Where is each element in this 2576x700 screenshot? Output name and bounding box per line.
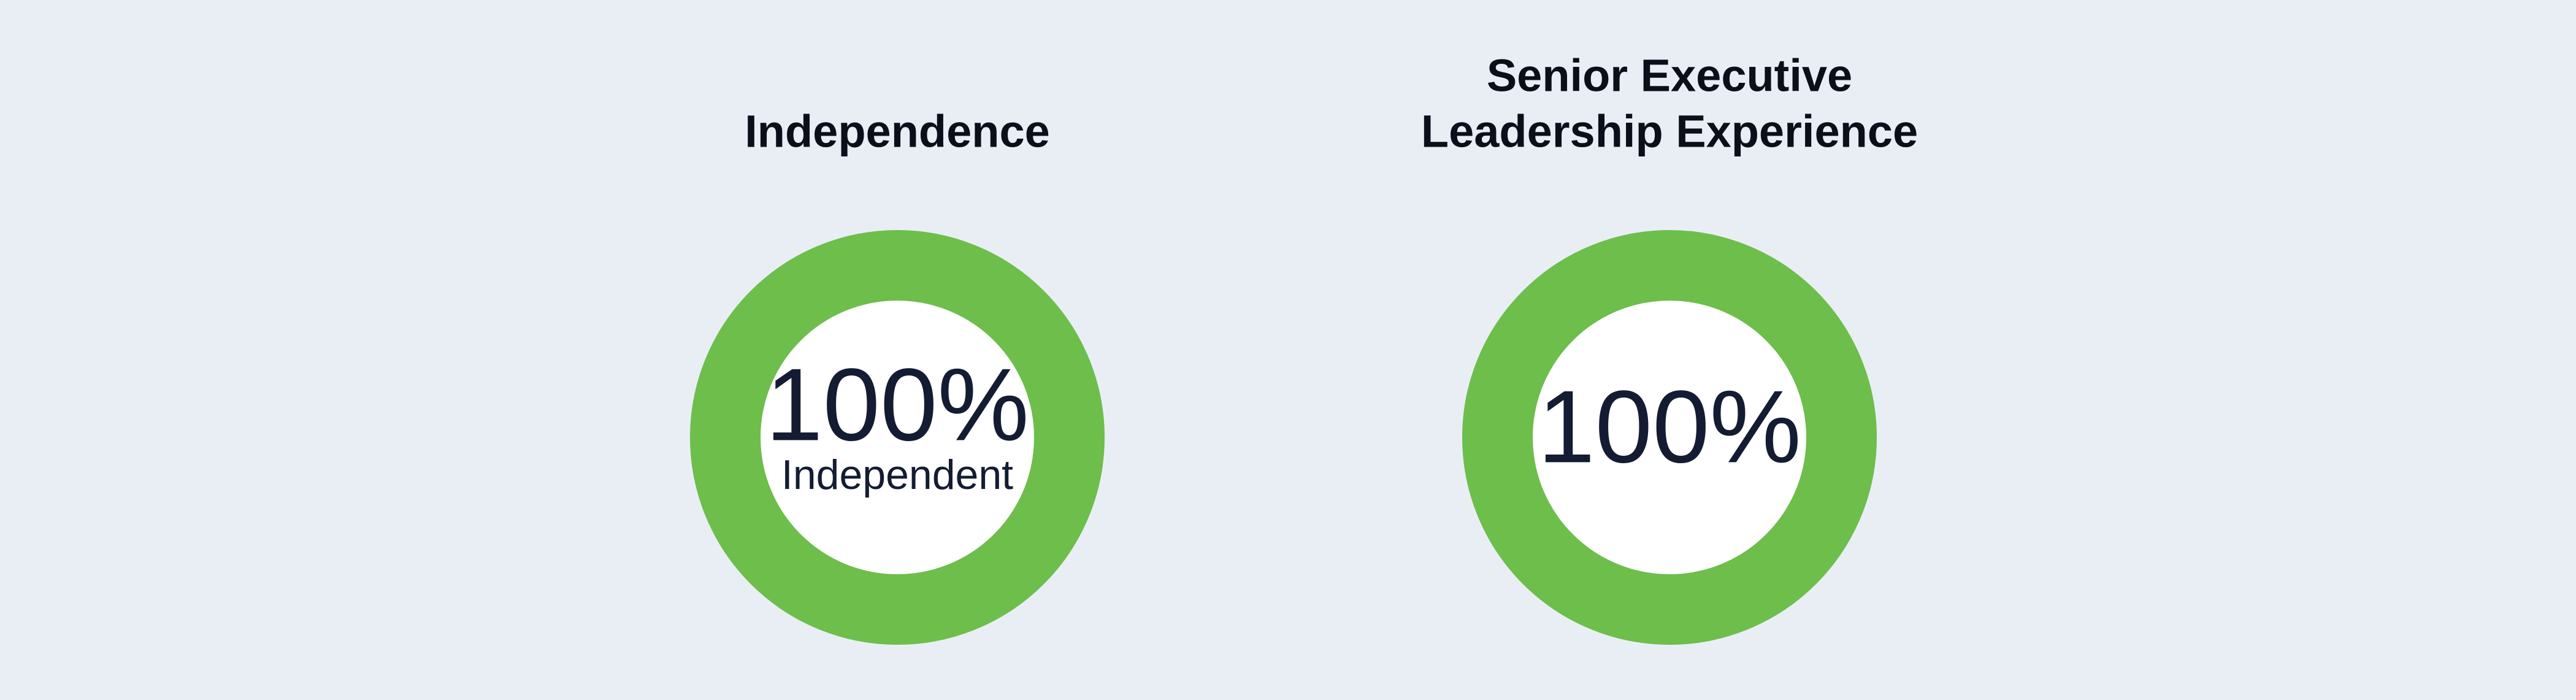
donut-ring: [690, 230, 1105, 645]
value-label: 100%: [1538, 369, 1801, 484]
value-label: 100%: [765, 347, 1029, 462]
chart-title: Independence: [745, 106, 1050, 157]
donut-hole: [1533, 301, 1806, 574]
chart-title: Senior Executive: [1487, 50, 1852, 101]
chart-title: Leadership Experience: [1421, 106, 1918, 157]
value-subtitle: Independent: [781, 452, 1013, 498]
donut-hole: [761, 301, 1034, 574]
donut-ring: [1462, 230, 1877, 645]
